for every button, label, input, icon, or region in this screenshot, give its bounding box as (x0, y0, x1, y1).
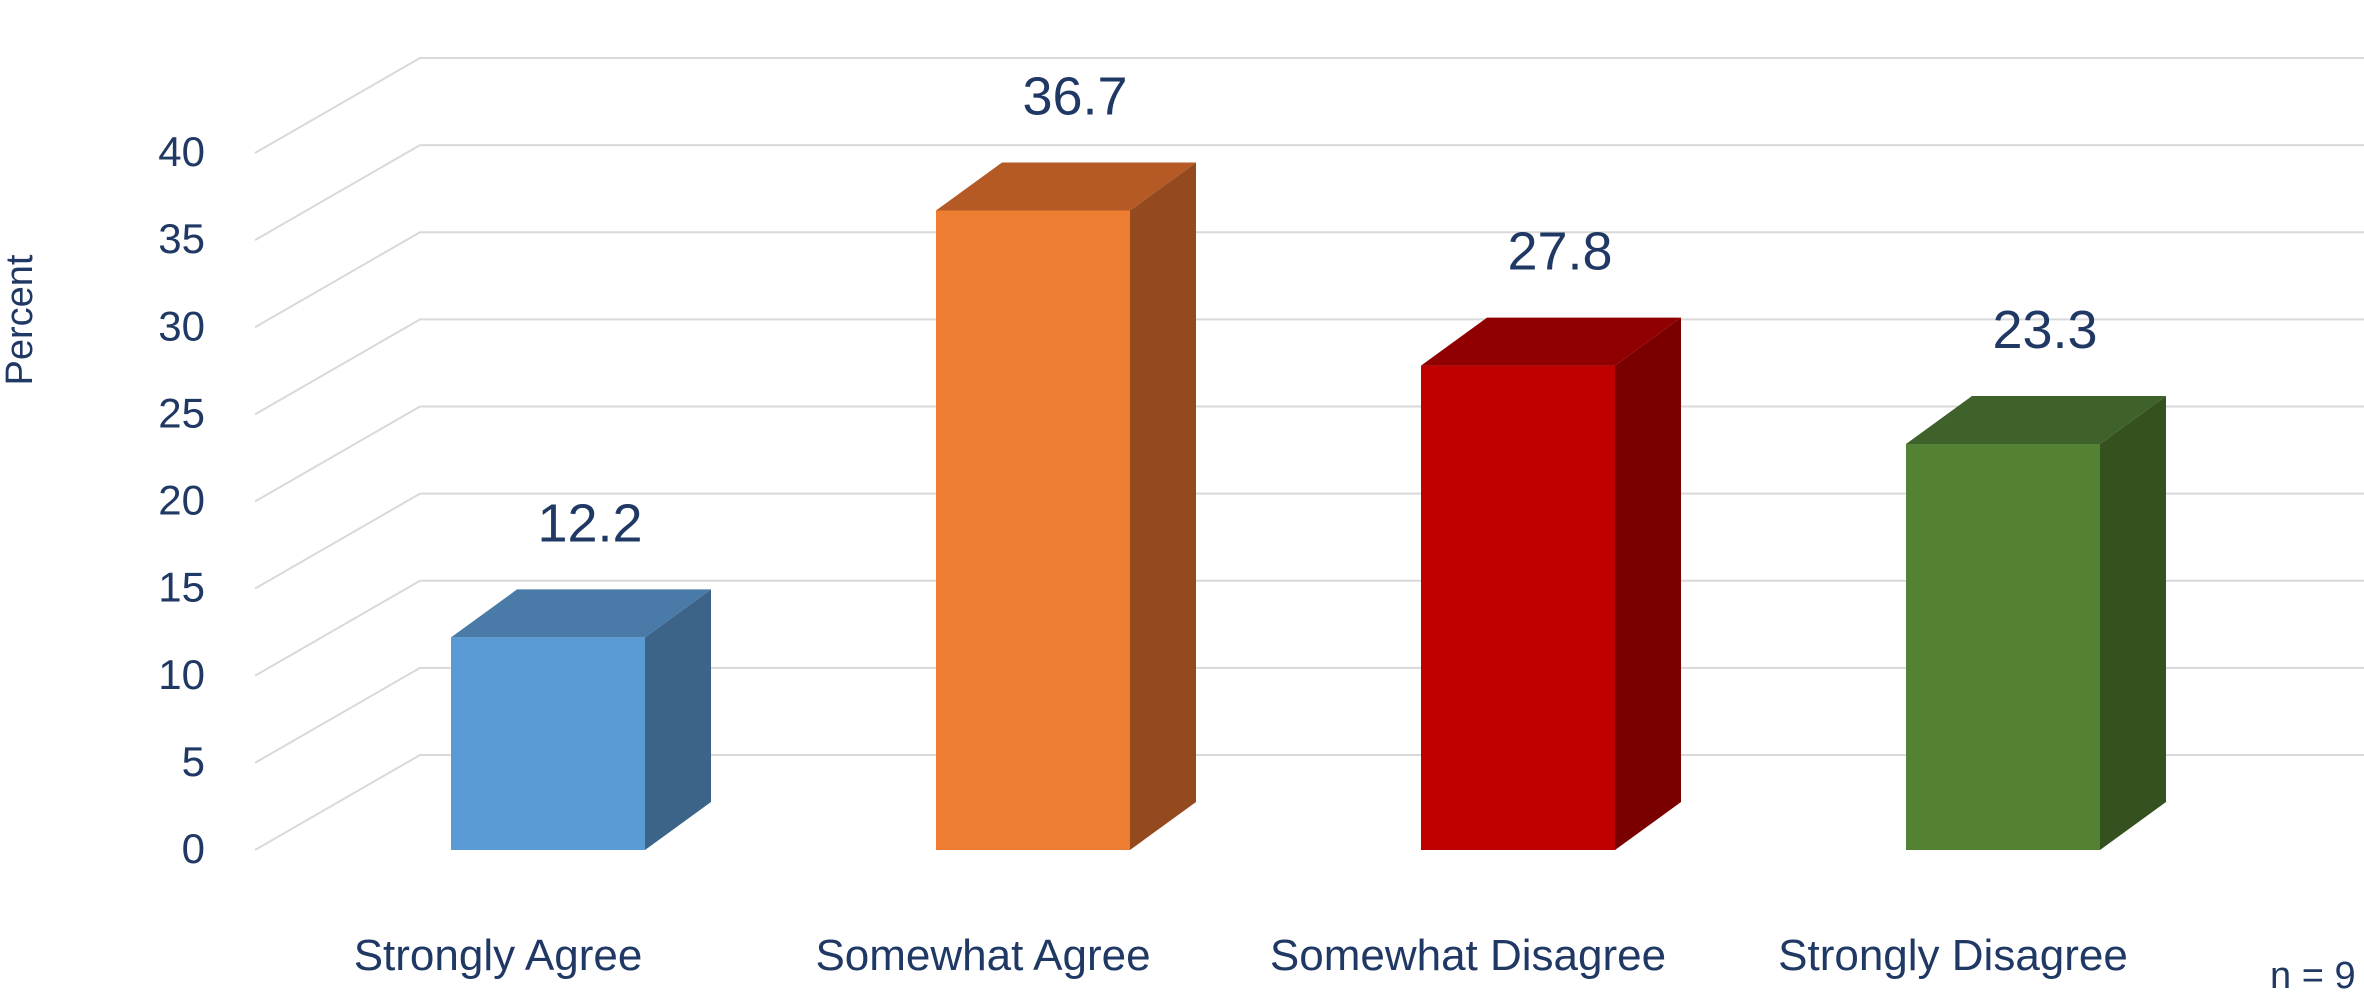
data-label: 27.8 (1507, 222, 1612, 282)
data-label: 36.7 (1022, 67, 1127, 127)
y-tick-label: 30 (158, 302, 205, 349)
y-tick-label: 5 (182, 738, 205, 785)
y-tick-label: 10 (158, 651, 205, 698)
bar-front-3 (1906, 443, 2100, 850)
bar-side-3 (2100, 395, 2166, 850)
x-tick-label: Strongly Agree (354, 931, 643, 980)
bar-front-2 (1421, 365, 1615, 850)
gridline-15 (254, 492, 2364, 590)
bar-3 (1906, 395, 2166, 850)
bar-top-3 (1906, 395, 2166, 444)
y-tick-label: 15 (158, 564, 205, 611)
bar-front-1 (936, 210, 1130, 850)
gridline-30 (254, 231, 2364, 329)
x-axis-labels: Strongly Agree Somewhat Agree Somewhat Dis… (354, 931, 2128, 980)
y-tick-label: 0 (182, 825, 205, 872)
y-tick-label: 40 (158, 128, 205, 175)
x-tick-label: Somewhat Disagree (1270, 931, 1666, 980)
bars: 12.2 36.7 27.8 23.3 (451, 67, 2166, 851)
gridline-35 (254, 144, 2364, 241)
bar-0 (451, 589, 711, 850)
bar-2 (1421, 317, 1681, 851)
bar-top-2 (1421, 317, 1681, 366)
bar-front-0 (451, 637, 645, 850)
gridline-0 (254, 754, 2364, 851)
gridline-10 (254, 579, 2364, 677)
gridline-20 (254, 405, 2364, 503)
gridline-25 (254, 318, 2364, 416)
y-tick-label: 20 (158, 477, 205, 524)
gridlines (254, 57, 2364, 851)
sample-size-annotation: n = 9 (2270, 955, 2356, 995)
y-tick-label: 35 (158, 215, 205, 262)
y-axis-ticks: 0 5 10 15 20 25 30 35 40 (158, 128, 205, 872)
gridline-5 (254, 666, 2364, 764)
x-tick-label: Somewhat Agree (815, 931, 1150, 980)
bar-side-0 (645, 589, 711, 850)
gridline-40 (254, 57, 2364, 154)
y-axis-label: Percent (0, 254, 41, 385)
bar-top-1 (936, 162, 1196, 211)
bar-1 (936, 162, 1196, 850)
bar-side-2 (1615, 317, 1681, 851)
data-label: 23.3 (1992, 300, 2097, 360)
y-tick-label: 25 (158, 389, 205, 436)
data-label: 12.2 (537, 493, 642, 553)
bar-side-1 (1130, 162, 1196, 850)
bar-top-0 (451, 589, 711, 638)
x-tick-label: Strongly Disagree (1778, 931, 2128, 980)
